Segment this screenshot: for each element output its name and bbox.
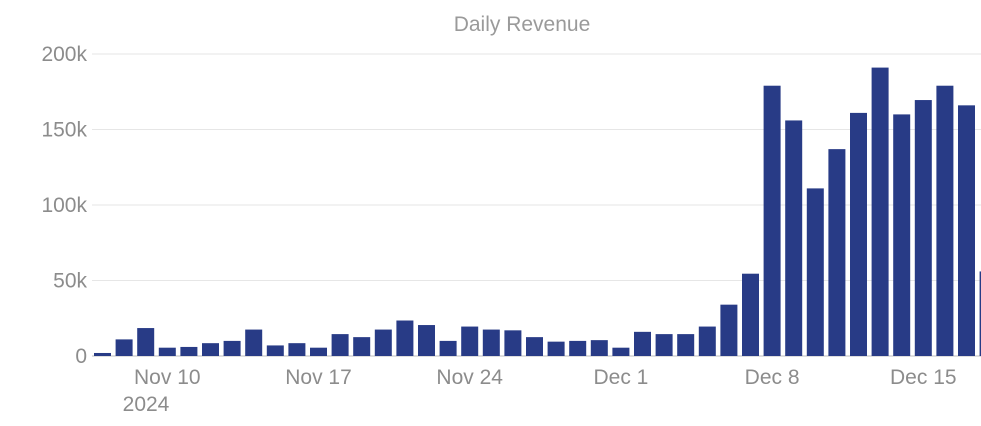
bar-nov-20	[374, 329, 392, 356]
x-tick-label-nov-17: Nov 17	[285, 366, 352, 389]
bar-nov-12	[202, 343, 219, 356]
y-tick-label-100k: 100k	[41, 194, 87, 217]
bar-dec-13	[871, 67, 889, 356]
bar-nov-23	[439, 340, 457, 356]
bar-nov-8	[115, 339, 133, 356]
bar-nov-7	[94, 352, 111, 356]
bar-nov-10	[158, 347, 176, 356]
bar-nov-13	[223, 340, 241, 356]
bar-nov-11	[180, 346, 198, 356]
x-tick-label-dec-15: Dec 15	[890, 366, 957, 389]
bar-dec-2	[634, 331, 651, 356]
bar-dec-8	[763, 85, 781, 357]
bar-nov-17	[310, 347, 327, 356]
bar-dec-5	[698, 326, 716, 356]
x-axis-tick-labels: Nov 10 Nov 17 Nov 24 Dec 1 Dec 8 Dec 15	[134, 366, 957, 389]
bar-nov-19	[353, 337, 371, 357]
y-tick-label-0: 0	[75, 345, 87, 368]
y-tick-label-150k: 150k	[41, 119, 87, 142]
x-tick-label-nov-24: Nov 24	[436, 366, 503, 389]
bar-nov-21	[396, 320, 414, 356]
bar-nov-29	[569, 340, 587, 356]
bar-nov-26	[504, 330, 522, 356]
bar-dec-7	[742, 273, 759, 356]
bar-dec-12	[850, 112, 867, 356]
bar-nov-16	[288, 343, 306, 356]
bar-nov-15	[266, 345, 284, 356]
bar-nov-9	[137, 328, 155, 356]
bar-dec-6	[720, 304, 738, 356]
bar-dec-10	[806, 188, 824, 356]
bar-dec-3	[655, 334, 673, 356]
x-tick-label-dec-1: Dec 1	[593, 366, 648, 389]
bar-dec-4	[677, 334, 695, 356]
bar-dec-16	[936, 85, 954, 357]
y-tick-label-200k: 200k	[41, 43, 87, 66]
bar-nov-27	[526, 337, 543, 357]
bar-dec-14	[893, 114, 911, 357]
bar-nov-14	[245, 329, 263, 356]
y-tick-label-50k: 50k	[53, 270, 87, 293]
y-axis-tick-labels: 0 50k 100k 150k 200k	[41, 43, 87, 368]
bar-nov-22	[418, 325, 435, 356]
x-tick-label-dec-8: Dec 8	[745, 366, 800, 389]
bar-dec-18	[979, 271, 981, 356]
bar-dec-1	[612, 347, 630, 356]
grid-lines	[92, 53, 981, 357]
bar-series	[94, 67, 981, 357]
bar-nov-24	[461, 326, 479, 356]
bar-nov-30	[590, 340, 608, 356]
x-tick-label-nov-10: Nov 10	[134, 366, 201, 389]
bar-nov-28	[547, 341, 565, 356]
bar-dec-11	[828, 149, 846, 356]
bar-dec-17	[958, 105, 975, 356]
bar-nov-25	[482, 329, 500, 356]
bar-dec-15	[914, 100, 932, 356]
bar-nov-18	[331, 334, 349, 356]
chart-title: Daily Revenue	[454, 13, 591, 36]
x-axis-year-label: 2024	[123, 393, 170, 416]
bar-dec-9	[785, 120, 803, 356]
